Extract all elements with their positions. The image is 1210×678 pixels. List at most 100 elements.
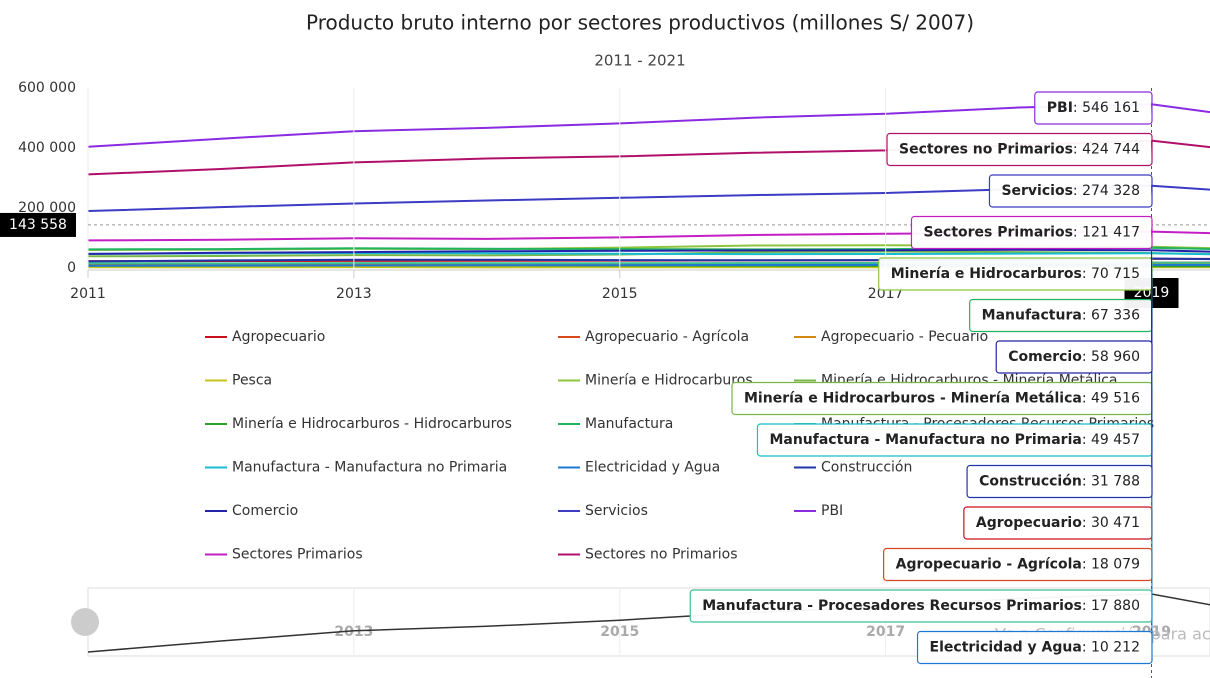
tooltip-sep: :	[1082, 557, 1091, 573]
legend-label: Electricidad y Agua	[585, 460, 720, 476]
tooltip: Minería e Hidrocarburos - Minería Metáli…	[731, 253, 1153, 416]
tooltip-name: Comercio	[1008, 349, 1082, 365]
tooltip-text: Comercio: 58 960	[1008, 349, 1140, 365]
x-tick-label: 2011	[70, 286, 106, 302]
tooltip-value: 121 417	[1082, 225, 1140, 241]
legend-label: Servicios	[585, 503, 648, 519]
tooltip-sep: :	[1082, 474, 1091, 490]
plot-area	[88, 103, 1210, 269]
legend-label: Manufactura	[585, 416, 673, 432]
tooltip-name: Manufactura	[982, 308, 1082, 324]
tooltip-value: 17 880	[1091, 598, 1140, 614]
series-line	[88, 184, 1210, 212]
tooltip-text: PBI: 546 161	[1047, 100, 1140, 116]
tooltip-sep: :	[1073, 183, 1082, 199]
crosshair-y-label: 143 558	[9, 217, 67, 233]
legend-label: PBI	[821, 503, 843, 519]
tooltip-name: Electricidad y Agua	[930, 640, 1082, 656]
tooltip-text: Sectores Primarios: 121 417	[923, 225, 1140, 241]
legend-label: Construcción	[821, 460, 912, 476]
tooltip-text: Manufactura: 67 336	[982, 308, 1140, 324]
legend-label: Agropecuario	[232, 329, 325, 345]
tooltip-value: 10 212	[1091, 640, 1140, 656]
tooltip-sep: :	[1082, 349, 1091, 365]
tooltip-value: 31 788	[1091, 474, 1140, 490]
chart-subtitle: 2011 - 2021	[594, 52, 685, 70]
tooltip-name: Manufactura - Manufactura no Primaria	[769, 432, 1081, 448]
tooltip-sep: :	[1073, 142, 1082, 158]
tooltip-value: 274 328	[1082, 183, 1140, 199]
tooltip-sep: :	[1082, 598, 1091, 614]
tooltip: Servicios: 274 328	[988, 174, 1153, 208]
tooltip-value: 58 960	[1091, 349, 1140, 365]
legend-label: Minería e Hidrocarburos - Hidrocarburos	[232, 416, 512, 432]
tooltip-value: 67 336	[1091, 308, 1140, 324]
tooltip-name: Agropecuario - Agrícola	[896, 557, 1082, 573]
tooltip-name: Agropecuario	[976, 515, 1082, 531]
chart-title: Producto bruto interno por sectores prod…	[306, 11, 974, 35]
tooltip-sep: :	[1073, 100, 1082, 116]
series-line	[88, 248, 1210, 255]
tooltip-name: Sectores Primarios	[923, 225, 1072, 241]
tooltip-name: Minería e Hidrocarburos - Minería Metáli…	[744, 391, 1082, 407]
y-tick-label: 600 000	[18, 80, 76, 96]
tooltip-text: Servicios: 274 328	[1001, 183, 1140, 199]
tooltip-name: PBI	[1047, 100, 1073, 116]
tooltip: Sectores no Primarios: 424 744	[886, 132, 1153, 167]
legend-label: Manufactura - Manufactura no Primaria	[232, 460, 507, 476]
tooltip-text: Manufactura - Procesadores Recursos Prim…	[702, 598, 1140, 614]
series-line	[88, 261, 1210, 265]
legend-label: Agropecuario - Agrícola	[585, 329, 749, 345]
y-tick-label: 400 000	[18, 140, 76, 156]
series-line	[88, 139, 1210, 176]
tooltip-value: 30 471	[1091, 515, 1140, 531]
series-line	[88, 263, 1210, 267]
tooltip-name: Servicios	[1001, 183, 1072, 199]
tooltip-value: 424 744	[1082, 142, 1140, 158]
tooltip-name: Manufactura - Procesadores Recursos Prim…	[702, 598, 1082, 614]
tooltip-name: Sectores no Primarios	[899, 142, 1073, 158]
crosshair-y-box	[0, 212, 76, 237]
navigator-handle[interactable]	[71, 608, 99, 636]
legend-label: Comercio	[232, 503, 298, 519]
navigator-tick-label: 2015	[600, 624, 639, 640]
tooltip-text: Sectores no Primarios: 424 744	[899, 142, 1140, 158]
tooltip-sep: :	[1073, 225, 1082, 241]
x-tick-label: 2013	[336, 286, 372, 302]
legend-label: Pesca	[232, 373, 272, 389]
legend-label: Minería e Hidrocarburos	[585, 373, 753, 389]
tooltip: Electricidad y Agua: 10 212	[916, 264, 1153, 665]
tooltip-sep: :	[1082, 266, 1091, 282]
tooltip-text: Electricidad y Agua: 10 212	[930, 640, 1140, 656]
navigator-tick-label: 2017	[866, 624, 905, 640]
tooltip-name: Construcción	[979, 474, 1082, 490]
tooltip-sep: :	[1082, 515, 1091, 531]
tooltip-sep: :	[1082, 308, 1091, 324]
tooltip-text: Agropecuario: 30 471	[976, 515, 1140, 531]
tooltip: Construcción: 31 788	[966, 258, 1153, 499]
tooltip-value: 70 715	[1091, 266, 1140, 282]
tooltip-value: 49 457	[1091, 432, 1140, 448]
series-line	[88, 257, 1210, 263]
tooltip-value: 18 079	[1091, 557, 1140, 573]
series-line	[88, 103, 1210, 148]
tooltip-text: Construcción: 31 788	[979, 474, 1140, 490]
tooltip: Sectores Primarios: 121 417	[910, 215, 1153, 250]
x-tick-label: 2015	[602, 286, 638, 302]
tooltip-value: 49 516	[1091, 391, 1140, 407]
tooltip-name: Minería e Hidrocarburos	[891, 266, 1082, 282]
legend-label: Sectores Primarios	[232, 547, 363, 563]
tooltip: Comercio: 58 960	[995, 250, 1153, 374]
tooltip-sep: :	[1082, 391, 1091, 407]
legend-label: Sectores no Primarios	[585, 547, 738, 563]
legend-label: Agropecuario - Pecuario	[821, 329, 988, 345]
tooltip: Agropecuario: 30 471	[963, 258, 1153, 540]
y-tick-label: 200 000	[18, 200, 76, 216]
y-tick-label: 0	[67, 260, 76, 276]
navigator-tick-label: 2013	[334, 624, 373, 640]
tooltip-text: Manufactura - Manufactura no Primaria: 4…	[769, 432, 1140, 448]
tooltip-text: Minería e Hidrocarburos: 70 715	[891, 266, 1140, 282]
series-line	[88, 230, 1210, 242]
tooltip-text: Minería e Hidrocarburos - Minería Metáli…	[744, 391, 1140, 407]
